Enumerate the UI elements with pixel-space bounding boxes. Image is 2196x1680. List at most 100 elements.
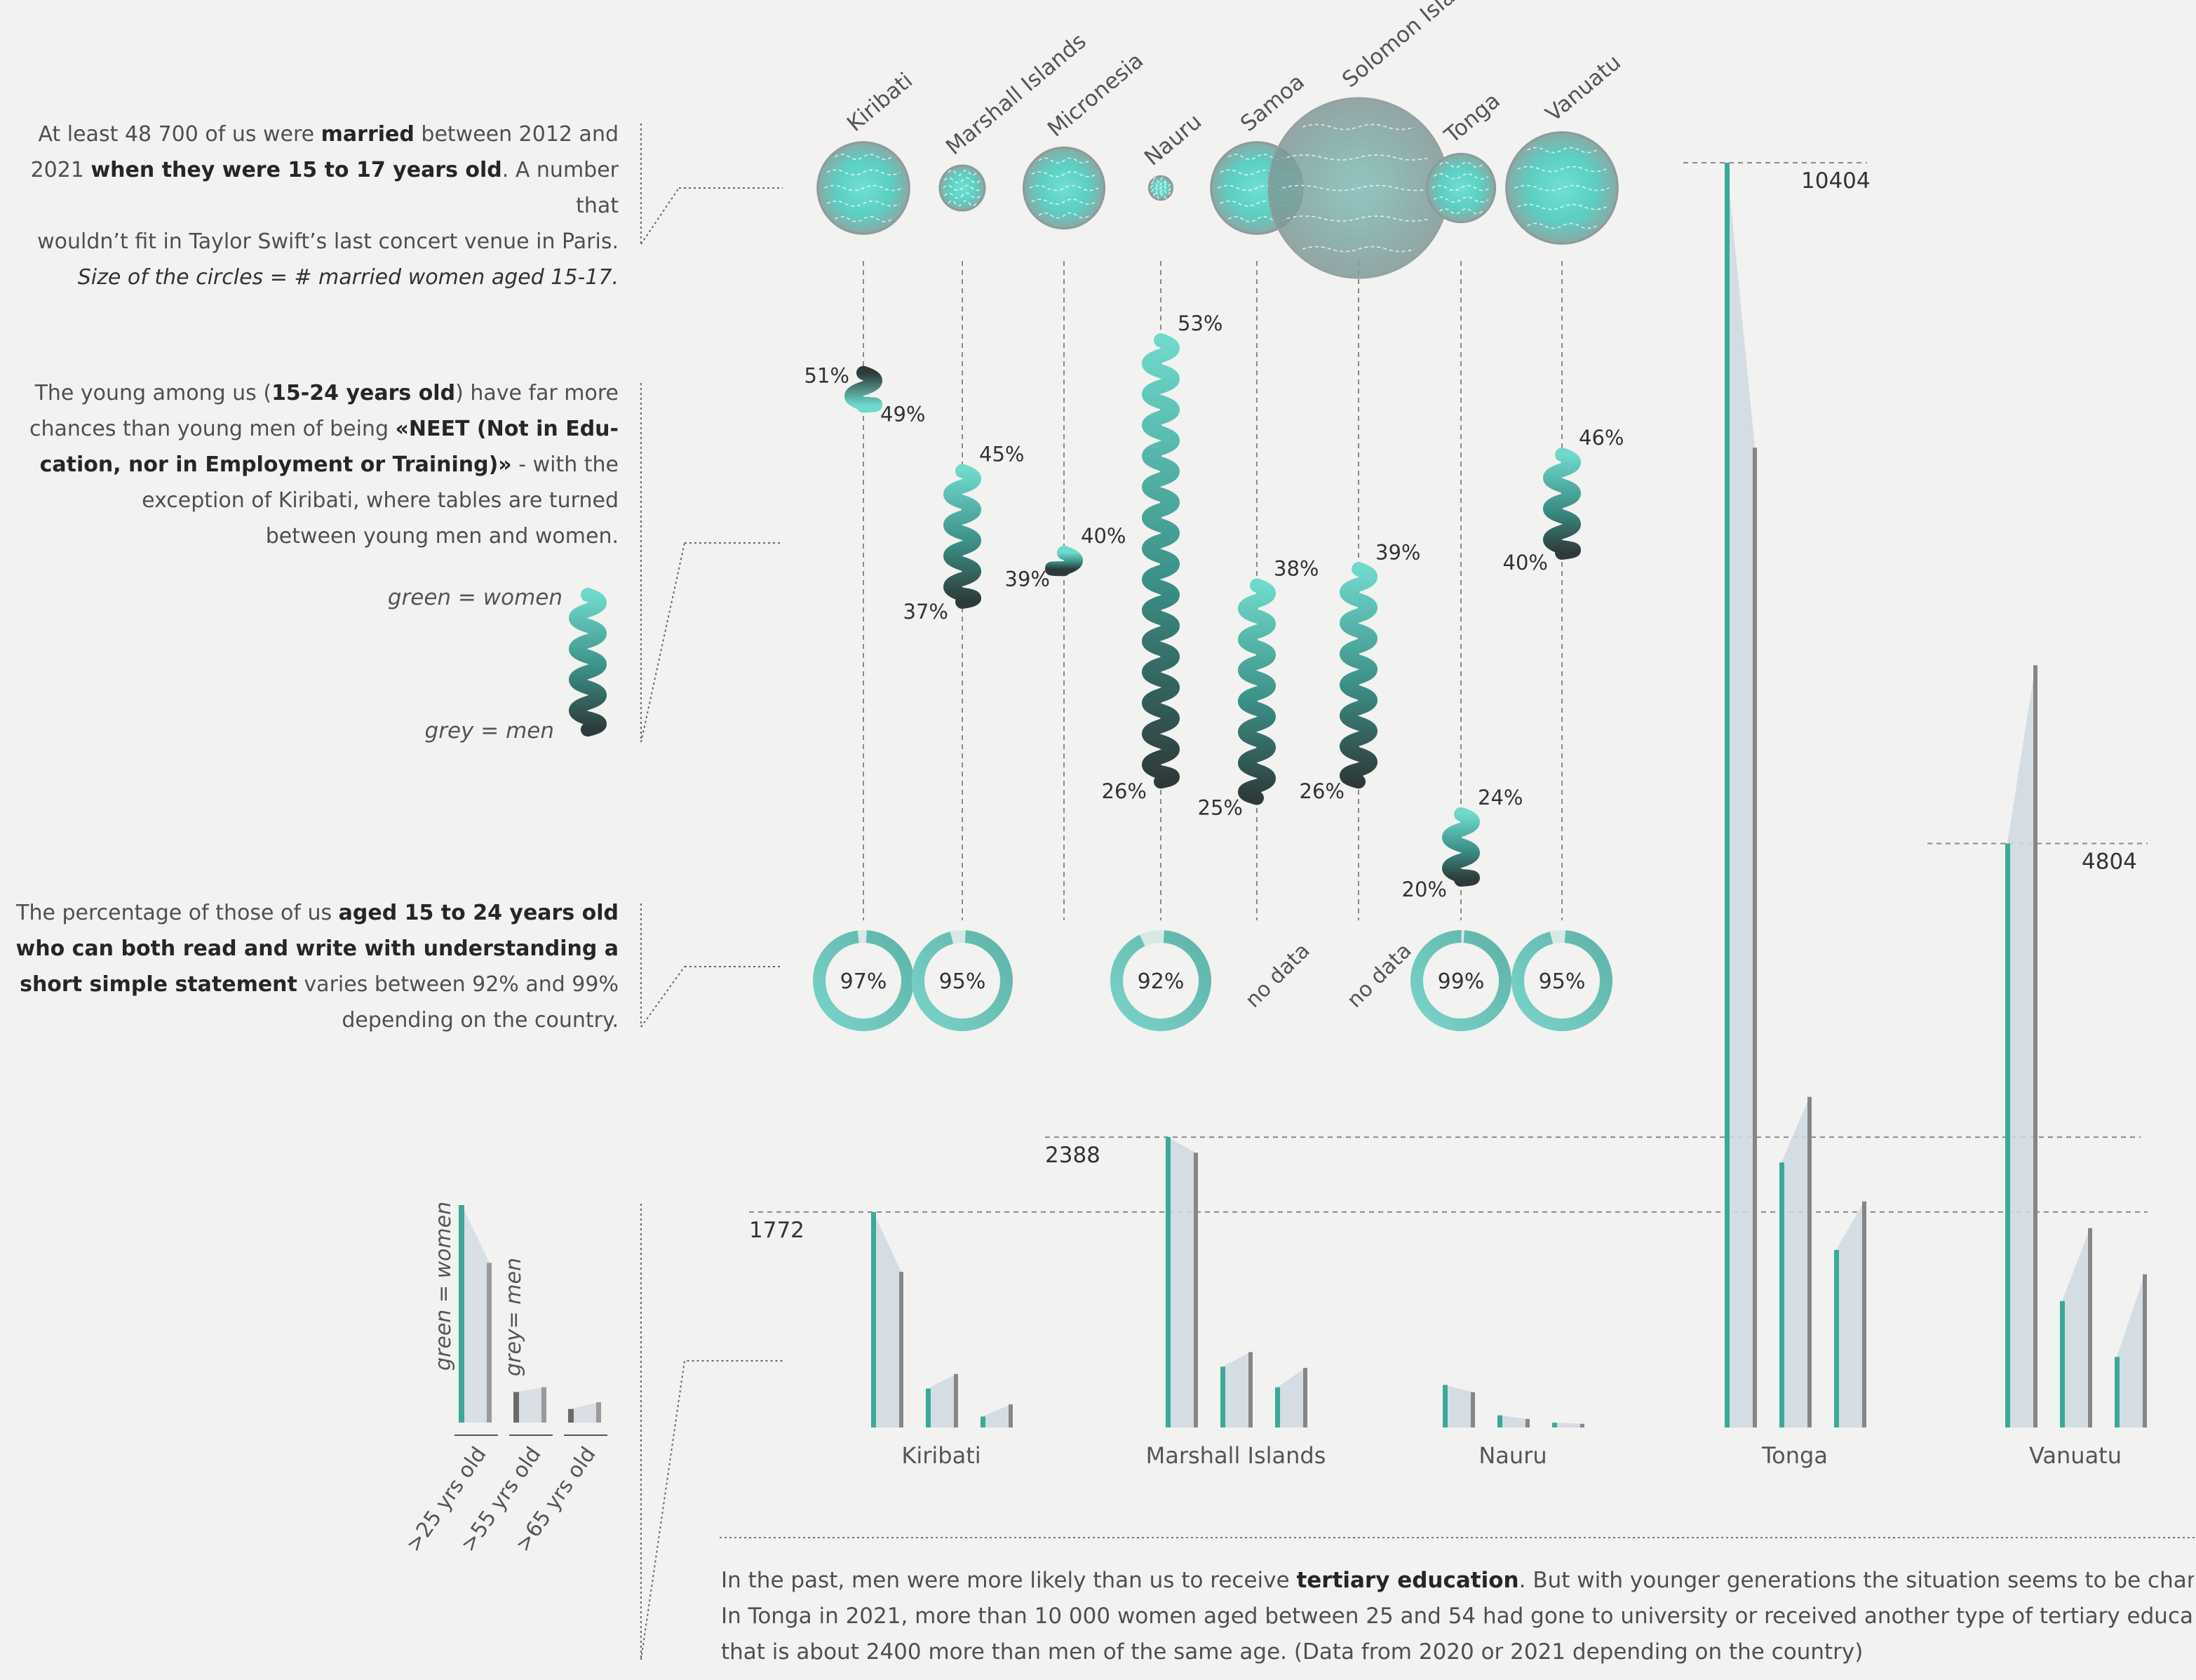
- neet-women-label: 39%: [1375, 540, 1420, 564]
- tertiary-bar-women: [2060, 1301, 2065, 1427]
- legend-bar-women: [513, 1392, 519, 1423]
- neet-men-label: 25%: [1198, 796, 1243, 820]
- literacy-text-bold: short simple statement: [20, 972, 297, 997]
- bubble-texture: [1152, 193, 1169, 199]
- legend-spiral: [569, 588, 607, 737]
- annotation-literacy: The percentage of those of us aged 15 to…: [0, 895, 619, 1038]
- neet-spiral-vanuatu: [1543, 448, 1581, 560]
- legend-bar-men: [541, 1387, 546, 1423]
- bubble-texture: [943, 184, 982, 191]
- tertiary-country-label: Kiribati: [901, 1442, 981, 1469]
- tertiary-bar-men: [1194, 1153, 1198, 1427]
- tertiary-bar-men: [899, 1272, 903, 1427]
- neet-spiral-kiribati: [844, 365, 882, 413]
- marriage-text: wouldn’t fit in Taylor Swift’s last conc…: [37, 229, 619, 254]
- neet-women-label: 38%: [1274, 557, 1319, 581]
- tertiary-value-label: 4804: [2082, 849, 2137, 874]
- neet-women-label: 24%: [1478, 786, 1523, 809]
- tertiary-country-label: Marshall Islands: [1146, 1442, 1326, 1469]
- bubble-country-label: Nauru: [1140, 109, 1206, 170]
- bubble-texture: [1527, 222, 1597, 229]
- legend-band: [516, 1387, 544, 1423]
- neet-men-label: 26%: [1300, 779, 1345, 803]
- bubble-texture: [1150, 181, 1171, 187]
- bubble-texture: [1282, 184, 1435, 191]
- annotation-marriage: At least 48 700 of us were married betwe…: [0, 116, 619, 295]
- bubble-texture: [1152, 177, 1169, 183]
- literacy-value-label: 95%: [939, 969, 986, 994]
- neet-text: between young men and women.: [265, 524, 619, 549]
- tertiary-band: [1554, 1423, 1582, 1427]
- neet-text: chances than young men of being: [29, 417, 396, 441]
- literacy-no-data-label: no data: [1241, 939, 1315, 1013]
- bubble-texture: [1218, 184, 1296, 191]
- tertiary-band: [1222, 1352, 1251, 1427]
- bubble-texture: [1220, 169, 1294, 176]
- tertiary-bar-men: [1580, 1423, 1584, 1427]
- bubble-texture: [1439, 208, 1483, 215]
- bubble-texture: [943, 192, 981, 199]
- bubble-texture: [1527, 147, 1597, 154]
- neet-text: exception of Kiribati, where tables are …: [142, 488, 619, 513]
- tertiary-bar-women: [1497, 1415, 1502, 1427]
- tertiary-band: [1781, 1096, 1810, 1427]
- neet-text-bold: cation, nor in Employment or Training)»: [39, 452, 512, 477]
- literacy-value-label: 92%: [1138, 969, 1185, 994]
- literacy-donut-tonga: [1410, 929, 1511, 1031]
- tertiary-bar-men: [2033, 665, 2037, 1427]
- tertiary-value-label: 2388: [1045, 1143, 1100, 1168]
- bubble-texture: [1031, 199, 1097, 205]
- bubble-texture: [1517, 166, 1607, 173]
- bubble-micronesia: [1022, 146, 1106, 230]
- literacy-donut-marshall-islands: [912, 930, 1013, 1031]
- tertiary-country-label: Nauru: [1478, 1442, 1547, 1469]
- tertiary-bar-women: [1166, 1137, 1171, 1427]
- tertiary-bar-men: [2143, 1274, 2147, 1427]
- bubble-texture: [1220, 200, 1294, 207]
- bubble-vanuatu: [1505, 131, 1619, 245]
- neet-men-label: 20%: [1402, 878, 1447, 901]
- tertiary-value-label: 1772: [749, 1218, 804, 1243]
- legend-band: [571, 1402, 599, 1423]
- bubble-texture: [1038, 212, 1090, 219]
- bracket-marriage: [640, 187, 680, 245]
- bubble-texture: [1029, 184, 1099, 191]
- tertiary-bar-men: [1248, 1352, 1253, 1427]
- bubble-texture: [1150, 184, 1171, 191]
- tertiary-bar-women: [1275, 1387, 1280, 1427]
- tertiary-bar-men: [1862, 1201, 1866, 1427]
- legend-women-label: green = women: [388, 585, 563, 610]
- literacy-value-label: 99%: [1438, 969, 1485, 994]
- literacy-text-bold: aged 15 to 24 years old: [338, 901, 619, 925]
- neet-women-label: 46%: [1579, 426, 1624, 450]
- neet-men-label: 26%: [1102, 779, 1147, 803]
- bubble-country-label: Solomon Islands: [1338, 0, 1490, 93]
- bubble-texture: [826, 200, 901, 207]
- annotation-neet: The young among us (15-24 years old) hav…: [0, 375, 619, 554]
- legend-bar-women: [459, 1205, 464, 1423]
- literacy-text: depending on the country.: [342, 1008, 619, 1033]
- bubble-texture: [1517, 203, 1607, 210]
- bubble-texture: [1031, 171, 1097, 177]
- tertiary-bar-women: [1220, 1366, 1225, 1427]
- legend-bar-men: [487, 1263, 492, 1423]
- tertiary-bar-men: [1753, 448, 1757, 1428]
- bubble-country-label: Marshall Islands: [941, 29, 1091, 160]
- marriage-text-bold: when they were 15 to 17 years old: [90, 158, 502, 182]
- tertiary-bar-men: [1009, 1404, 1013, 1427]
- bubble-texture: [1302, 246, 1415, 253]
- literacy-no-data-label: no data: [1342, 939, 1417, 1013]
- tertiary-bar-men: [1525, 1418, 1530, 1427]
- bracket-neet: [640, 542, 685, 743]
- marriage-text-bold: married: [321, 122, 415, 147]
- tertiary-bar-women: [981, 1416, 985, 1427]
- neet-text: The young among us (: [34, 381, 272, 405]
- marriage-text: between 2012 and: [414, 122, 619, 147]
- marriage-text: 2021: [30, 158, 91, 182]
- tertiary-text-bold: tertiary education: [1296, 1568, 1519, 1593]
- tertiary-band: [928, 1373, 956, 1427]
- bubble-texture: [1038, 157, 1090, 164]
- legend-band: [462, 1205, 490, 1423]
